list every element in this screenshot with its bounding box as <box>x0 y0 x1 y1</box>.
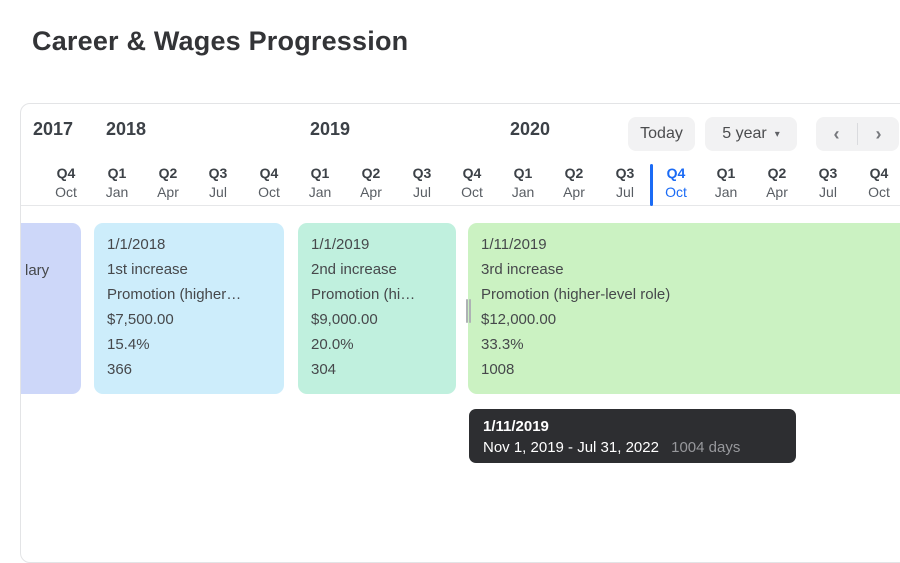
tooltip: 1/11/2019 Nov 1, 2019 - Jul 31, 2022 100… <box>469 409 796 463</box>
quarter-month: Apr <box>157 184 179 200</box>
timeline-card-2nd-increase[interactable]: 1/1/2019 2nd increase Promotion (hi… $9,… <box>298 223 456 394</box>
card-text: lary <box>25 262 50 279</box>
card-text: 1/1/2018 1st increase Promotion (higher…… <box>107 236 242 378</box>
quarter-cell: Q3 Jul <box>603 164 647 201</box>
quarter-month: Oct <box>665 184 687 200</box>
quarter-label: Q4 <box>869 165 889 181</box>
quarter-label: Q4 <box>259 165 279 181</box>
quarter-month: Oct <box>461 184 483 200</box>
quarter-cell: Q1 Jan <box>704 164 748 201</box>
nav-button-group: ‹ › <box>816 117 899 151</box>
quarter-month: Jan <box>105 184 129 200</box>
header-divider <box>21 205 900 206</box>
quarter-label: Q3 <box>412 165 432 181</box>
quarter-cell: Q1 Jan <box>298 164 342 201</box>
year-label: 2017 <box>33 119 74 139</box>
quarter-label: Q3 <box>208 165 228 181</box>
quarter-month: Apr <box>563 184 585 200</box>
quarter-cell: Q3 Jul <box>806 164 850 201</box>
quarter-cell: Q4 Oct <box>247 164 291 201</box>
quarter-label: Q2 <box>158 165 178 181</box>
timeline-card-starting-salary[interactable]: lary <box>21 223 81 394</box>
year-label: 2018 <box>106 119 147 139</box>
quarter-month: Jan <box>511 184 535 200</box>
card-text: 1/11/2019 3rd increase Promotion (higher… <box>481 236 671 378</box>
tooltip-duration: 1004 days <box>671 439 741 456</box>
quarter-label: Q1 <box>513 165 533 181</box>
quarter-month: Jul <box>413 184 431 200</box>
quarter-month: Jan <box>308 184 332 200</box>
quarter-cell: Q1 Jan <box>501 164 545 201</box>
quarter-month: Jan <box>714 184 738 200</box>
quarter-month: Jul <box>616 184 634 200</box>
quarter-cell: Q4 Oct <box>857 164 900 201</box>
quarter-label: Q2 <box>564 165 584 181</box>
caret-down-icon: ▾ <box>774 128 780 140</box>
quarter-month: Oct <box>55 184 77 200</box>
quarter-label: Q1 <box>716 165 736 181</box>
range-label: 5 year <box>722 125 767 142</box>
quarter-label: Q4 <box>462 165 482 181</box>
quarter-label: Q3 <box>818 165 838 181</box>
quarter-label: Q4 <box>666 165 686 181</box>
quarter-label: Q2 <box>767 165 787 181</box>
tooltip-title: 1/11/2019 <box>483 418 549 435</box>
page-title: Career & Wages Progression <box>32 26 409 56</box>
timeline-panel: 2017 2018 2019 2020 Today 5 year ▾ ‹ › Q… <box>20 103 900 563</box>
quarter-month: Oct <box>258 184 280 200</box>
today-marker <box>650 164 653 206</box>
quarter-month: Jul <box>819 184 837 200</box>
year-label: 2020 <box>510 119 551 139</box>
quarter-label: Q1 <box>107 165 127 181</box>
quarter-cell: Q4 Oct <box>654 164 698 201</box>
today-button[interactable]: Today <box>628 117 695 151</box>
quarter-label: Q1 <box>310 165 330 181</box>
range-select[interactable]: 5 year ▾ <box>705 117 797 151</box>
card-resize-handle[interactable] <box>466 299 471 323</box>
tooltip-date-range: Nov 1, 2019 - Jul 31, 2022 <box>483 439 659 456</box>
quarter-month: Oct <box>868 184 890 200</box>
timeline-card-1st-increase[interactable]: 1/1/2018 1st increase Promotion (higher…… <box>94 223 284 394</box>
quarter-cell: Q3 Jul <box>400 164 444 201</box>
card-text: 1/1/2019 2nd increase Promotion (hi… $9,… <box>311 236 416 378</box>
chevron-right-icon: › <box>875 123 882 144</box>
quarter-cell: Q4 Oct <box>450 164 494 201</box>
quarter-month: Jul <box>209 184 227 200</box>
quarter-cell: Q1 Jan <box>95 164 139 201</box>
quarter-label: Q2 <box>361 165 381 181</box>
quarter-cell: Q2 Apr <box>146 164 190 201</box>
quarter-label: Q4 <box>56 165 76 181</box>
quarter-cell: Q2 Apr <box>349 164 393 201</box>
quarter-cell: Q2 Apr <box>552 164 596 201</box>
quarter-cell: Q2 Apr <box>755 164 799 201</box>
quarter-month: Apr <box>360 184 382 200</box>
quarter-cell: Q4 Oct <box>44 164 88 201</box>
year-label: 2019 <box>310 119 351 139</box>
prev-button[interactable]: ‹ <box>816 117 857 151</box>
quarter-month: Apr <box>766 184 788 200</box>
next-button[interactable]: › <box>858 117 899 151</box>
timeline-card-3rd-increase[interactable]: 1/11/2019 3rd increase Promotion (higher… <box>466 223 900 394</box>
quarter-label: Q3 <box>615 165 635 181</box>
chevron-left-icon: ‹ <box>833 123 840 144</box>
nav-divider <box>857 123 858 145</box>
quarter-cell: Q3 Jul <box>196 164 240 201</box>
